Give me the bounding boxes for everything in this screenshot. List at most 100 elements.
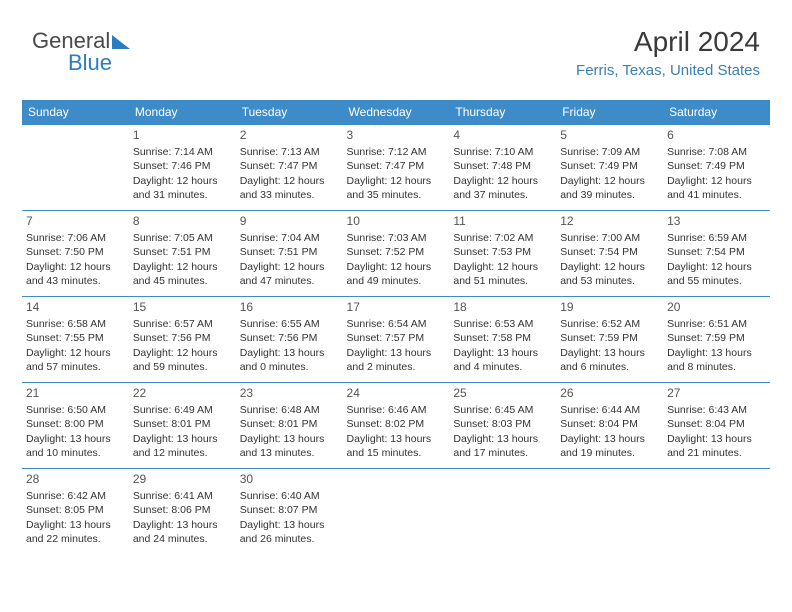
sunrise-line: Sunrise: 6:41 AM xyxy=(133,489,232,503)
calendar-day-cell: 24Sunrise: 6:46 AMSunset: 8:02 PMDayligh… xyxy=(343,383,450,469)
sunset-line: Sunset: 7:55 PM xyxy=(26,331,125,345)
location-label: Ferris, Texas, United States xyxy=(576,62,760,79)
sunset-line: Sunset: 8:01 PM xyxy=(133,417,232,431)
daylight-line-1: Daylight: 12 hours xyxy=(453,174,552,188)
calendar-day-cell xyxy=(556,469,663,555)
daylight-line-1: Daylight: 12 hours xyxy=(347,260,446,274)
sunrise-line: Sunrise: 6:49 AM xyxy=(133,403,232,417)
daylight-line-1: Daylight: 12 hours xyxy=(240,260,339,274)
sunrise-line: Sunrise: 7:03 AM xyxy=(347,231,446,245)
calendar-day-cell: 6Sunrise: 7:08 AMSunset: 7:49 PMDaylight… xyxy=(663,125,770,211)
sunrise-line: Sunrise: 7:13 AM xyxy=(240,145,339,159)
sunset-line: Sunset: 7:58 PM xyxy=(453,331,552,345)
calendar-day-cell: 11Sunrise: 7:02 AMSunset: 7:53 PMDayligh… xyxy=(449,211,556,297)
day-number: 3 xyxy=(347,127,446,143)
daylight-line-1: Daylight: 12 hours xyxy=(453,260,552,274)
daylight-line-1: Daylight: 13 hours xyxy=(667,346,766,360)
calendar-week-row: 28Sunrise: 6:42 AMSunset: 8:05 PMDayligh… xyxy=(22,469,770,555)
daylight-line-2: and 53 minutes. xyxy=(560,274,659,288)
calendar-week-row: 14Sunrise: 6:58 AMSunset: 7:55 PMDayligh… xyxy=(22,297,770,383)
day-number: 30 xyxy=(240,471,339,487)
sunrise-line: Sunrise: 7:05 AM xyxy=(133,231,232,245)
daylight-line-2: and 49 minutes. xyxy=(347,274,446,288)
daylight-line-2: and 57 minutes. xyxy=(26,360,125,374)
calendar-day-cell: 19Sunrise: 6:52 AMSunset: 7:59 PMDayligh… xyxy=(556,297,663,383)
day-number: 20 xyxy=(667,299,766,315)
sunset-line: Sunset: 7:54 PM xyxy=(560,245,659,259)
sunset-line: Sunset: 7:56 PM xyxy=(240,331,339,345)
weekday-header: Wednesday xyxy=(343,100,450,125)
logo-triangle-icon xyxy=(112,33,134,49)
calendar-day-cell: 22 Sunrise: 6:49 AMSunset: 8:01 PMDayligh… xyxy=(129,383,236,469)
daylight-line-1: Daylight: 13 hours xyxy=(347,346,446,360)
calendar-day-cell: 16Sunrise: 6:55 AMSunset: 7:56 PMDayligh… xyxy=(236,297,343,383)
daylight-line-2: and 31 minutes. xyxy=(133,188,232,202)
calendar-day-cell: 1Sunrise: 7:14 AMSunset: 7:46 PMDaylight… xyxy=(129,125,236,211)
daylight-line-2: and 41 minutes. xyxy=(667,188,766,202)
calendar-day-cell: 18Sunrise: 6:53 AMSunset: 7:58 PMDayligh… xyxy=(449,297,556,383)
day-number: 6 xyxy=(667,127,766,143)
daylight-line-2: and 17 minutes. xyxy=(453,446,552,460)
daylight-line-1: Daylight: 13 hours xyxy=(240,432,339,446)
daylight-line-1: Daylight: 12 hours xyxy=(26,346,125,360)
sunrise-line: Sunrise: 6:42 AM xyxy=(26,489,125,503)
calendar-day-cell: 9Sunrise: 7:04 AMSunset: 7:51 PMDaylight… xyxy=(236,211,343,297)
weekday-header: Tuesday xyxy=(236,100,343,125)
daylight-line-1: Daylight: 12 hours xyxy=(133,260,232,274)
weekday-header: Thursday xyxy=(449,100,556,125)
daylight-line-2: and 39 minutes. xyxy=(560,188,659,202)
day-number: 24 xyxy=(347,385,446,401)
calendar-day-cell xyxy=(449,469,556,555)
sunrise-line: Sunrise: 7:04 AM xyxy=(240,231,339,245)
day-number: 25 xyxy=(453,385,552,401)
sunset-line: Sunset: 7:56 PM xyxy=(133,331,232,345)
daylight-line-2: and 55 minutes. xyxy=(667,274,766,288)
daylight-line-1: Daylight: 12 hours xyxy=(133,346,232,360)
sunset-line: Sunset: 7:59 PM xyxy=(667,331,766,345)
daylight-line-2: and 22 minutes. xyxy=(26,532,125,546)
day-number: 22 xyxy=(133,385,232,401)
sunrise-line: Sunrise: 7:14 AM xyxy=(133,145,232,159)
daylight-line-1: Daylight: 13 hours xyxy=(240,346,339,360)
daylight-line-2: and 8 minutes. xyxy=(667,360,766,374)
calendar-day-cell xyxy=(343,469,450,555)
calendar-day-cell: 28Sunrise: 6:42 AMSunset: 8:05 PMDayligh… xyxy=(22,469,129,555)
calendar-day-cell: 12Sunrise: 7:00 AMSunset: 7:54 PMDayligh… xyxy=(556,211,663,297)
day-number: 21 xyxy=(26,385,125,401)
daylight-line-2: and 43 minutes. xyxy=(26,274,125,288)
sunrise-line: Sunrise: 6:59 AM xyxy=(667,231,766,245)
calendar-week-row: 21Sunrise: 6:50 AMSunset: 8:00 PMDayligh… xyxy=(22,383,770,469)
sunset-line: Sunset: 8:07 PM xyxy=(240,503,339,517)
daylight-line-1: Daylight: 12 hours xyxy=(133,174,232,188)
calendar-day-cell: 8Sunrise: 7:05 AMSunset: 7:51 PMDaylight… xyxy=(129,211,236,297)
sunrise-line: Sunrise: 6:58 AM xyxy=(26,317,125,331)
daylight-line-1: Daylight: 13 hours xyxy=(347,432,446,446)
sunrise-line: Sunrise: 6:45 AM xyxy=(453,403,552,417)
header: April 2024 Ferris, Texas, United States xyxy=(576,26,760,79)
sunrise-line: Sunrise: 7:08 AM xyxy=(667,145,766,159)
day-number: 14 xyxy=(26,299,125,315)
day-number: 4 xyxy=(453,127,552,143)
daylight-line-1: Daylight: 13 hours xyxy=(26,518,125,532)
sunset-line: Sunset: 8:03 PM xyxy=(453,417,552,431)
calendar-day-cell: 7Sunrise: 7:06 AMSunset: 7:50 PMDaylight… xyxy=(22,211,129,297)
daylight-line-1: Daylight: 12 hours xyxy=(667,260,766,274)
daylight-line-2: and 13 minutes. xyxy=(240,446,339,460)
day-number: 27 xyxy=(667,385,766,401)
day-number: 13 xyxy=(667,213,766,229)
day-number: 23 xyxy=(240,385,339,401)
daylight-line-2: and 21 minutes. xyxy=(667,446,766,460)
sunrise-line: Sunrise: 6:57 AM xyxy=(133,317,232,331)
logo-text-blue: Blue xyxy=(68,50,112,75)
sunrise-line: Sunrise: 7:10 AM xyxy=(453,145,552,159)
day-number: 28 xyxy=(26,471,125,487)
day-number: 29 xyxy=(133,471,232,487)
daylight-line-1: Daylight: 12 hours xyxy=(560,260,659,274)
sunset-line: Sunset: 7:51 PM xyxy=(240,245,339,259)
daylight-line-1: Daylight: 12 hours xyxy=(240,174,339,188)
day-number: 1 xyxy=(133,127,232,143)
daylight-line-1: Daylight: 12 hours xyxy=(667,174,766,188)
calendar-day-cell: 26Sunrise: 6:44 AMSunset: 8:04 PMDayligh… xyxy=(556,383,663,469)
daylight-line-1: Daylight: 13 hours xyxy=(133,432,232,446)
calendar-day-cell: 2Sunrise: 7:13 AMSunset: 7:47 PMDaylight… xyxy=(236,125,343,211)
